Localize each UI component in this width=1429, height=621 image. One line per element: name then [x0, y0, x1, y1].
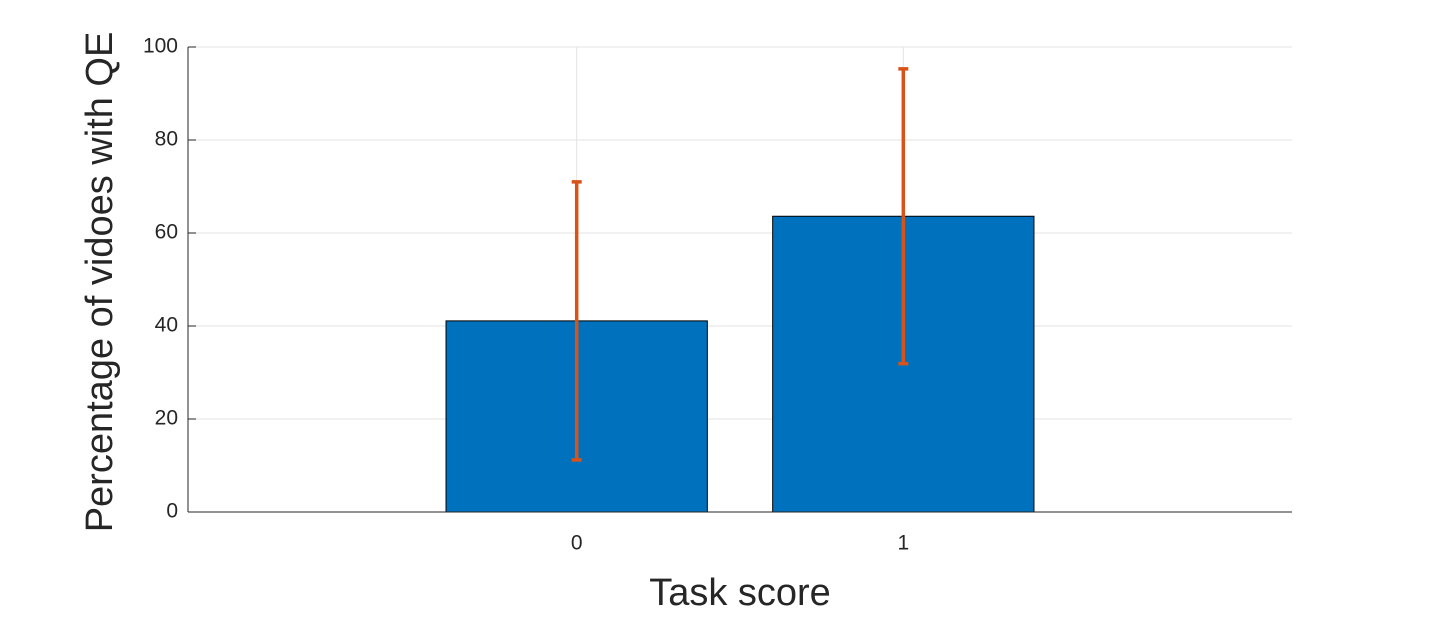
y-tick-label: 80 — [155, 128, 178, 151]
y-tick-label: 60 — [155, 221, 178, 244]
x-tick-label: 0 — [571, 532, 583, 555]
y-tick-label: 0 — [166, 500, 178, 523]
x-tick-label: 1 — [897, 532, 909, 555]
y-tick-label: 40 — [155, 314, 178, 337]
error-bar — [898, 67, 909, 366]
y-tick-label: 20 — [155, 407, 178, 430]
y-axis-label: Percentage of vidoes with QE — [79, 32, 121, 533]
error-bar — [571, 180, 582, 462]
x-axis-label: Task score — [649, 572, 831, 614]
y-tick-label: 100 — [143, 35, 178, 58]
